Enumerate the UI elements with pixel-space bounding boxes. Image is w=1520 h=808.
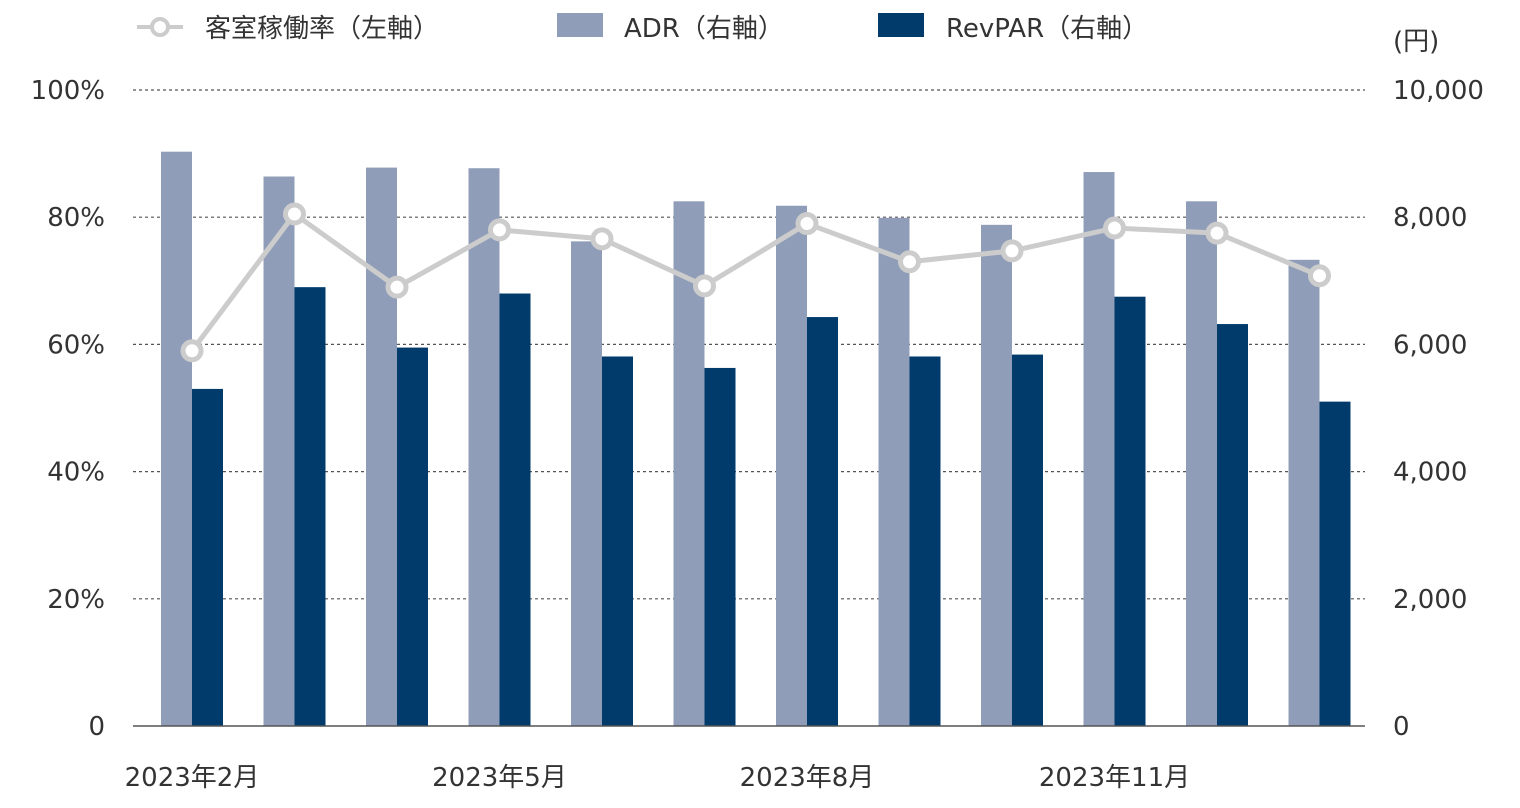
adr-bar (161, 151, 192, 726)
revpar-bar (1114, 296, 1146, 726)
occupancy-point (385, 275, 409, 299)
y-right-tick-label: 2,000 (1393, 585, 1467, 615)
x-tick-label: 2023年2月 (125, 763, 260, 793)
y-right-tick-label: 10,000 (1393, 76, 1484, 106)
legend-label-occupancy: 客室稼働率（左軸） (205, 14, 439, 44)
bars (161, 151, 1351, 727)
revpar-bar (602, 356, 633, 726)
occupancy-point (180, 339, 204, 363)
occupancy-point (590, 227, 614, 251)
adr-bar (776, 205, 807, 726)
revpar-bar (294, 287, 326, 726)
occupancy-point (488, 218, 511, 242)
y-left-tick-label: 0 (88, 712, 105, 742)
revpar-bar (499, 293, 531, 726)
legend-label-adr: ADR（右軸） (624, 14, 784, 44)
legend-swatch-revpar (878, 13, 924, 37)
adr-bar (366, 167, 397, 727)
occupancy-series-line (189, 211, 1321, 353)
gridlines (133, 89, 1365, 600)
adr-bar (878, 217, 910, 726)
revpar-bar (192, 388, 223, 726)
revpar-bar (1319, 401, 1351, 726)
x-tick-label: 2023年8月 (740, 763, 875, 793)
adr-bar (1288, 259, 1320, 726)
occupancy-point (795, 212, 819, 236)
adr-bar (571, 241, 602, 727)
revpar-bar (397, 347, 428, 726)
x-tick-label: 2023年11月 (1039, 763, 1190, 793)
y-right-tick-label: 8,000 (1393, 203, 1467, 233)
adr-bar (263, 176, 295, 727)
axes: 0 0 20% 2,000 40% 4,000 60% 6,000 80% 8,000 100% 10… (31, 27, 1484, 793)
y-right-unit-label: (円) (1393, 27, 1439, 57)
y-right-tick-label: 4,000 (1393, 458, 1467, 488)
x-tick-label: 2023年5月 (432, 763, 567, 793)
revpar-bar (1012, 354, 1043, 726)
adr-bar (1186, 201, 1217, 727)
occupancy-line (180, 202, 1331, 363)
y-left-tick-label: 40% (47, 458, 105, 488)
revpar-bar (807, 317, 838, 726)
adr-bar (468, 168, 500, 726)
adr-bar (981, 224, 1012, 726)
occupancy-point (1205, 221, 1229, 245)
revpar-bar (1217, 324, 1248, 726)
legend-line-marker (150, 17, 170, 37)
adr-bar (1083, 172, 1115, 726)
occupancy-point (898, 250, 921, 274)
occupancy-point (1000, 239, 1024, 263)
revpar-bar (704, 367, 736, 726)
occupancy-point (693, 274, 716, 298)
legend: 客室稼働率（左軸） ADR（右軸） RevPAR（右軸） (137, 13, 1148, 44)
y-left-tick-label: 60% (47, 330, 105, 360)
y-left-tick-label: 80% (47, 203, 105, 233)
y-right-tick-label: 0 (1393, 712, 1410, 742)
revpar-bar (909, 356, 941, 726)
occupancy-point (1103, 216, 1126, 240)
occupancy-point (283, 202, 306, 226)
legend-label-revpar: RevPAR（右軸） (946, 14, 1148, 44)
y-left-tick-label: 100% (31, 76, 105, 106)
occupancy-point (1308, 264, 1331, 288)
y-right-tick-label: 6,000 (1393, 330, 1467, 360)
legend-swatch-adr (557, 13, 603, 37)
y-left-tick-label: 20% (47, 585, 105, 615)
